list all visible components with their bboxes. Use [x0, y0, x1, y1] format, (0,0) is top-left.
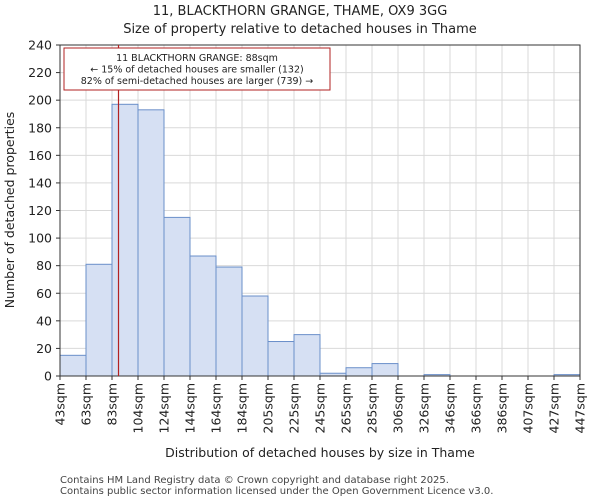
- footer-line-2: Contains public sector information licen…: [60, 486, 493, 497]
- histogram-bar: [371, 363, 399, 377]
- x-tick-label: 427sqm: [547, 383, 562, 433]
- histogram-bar: [137, 109, 165, 377]
- y-tick-label: 20: [36, 341, 52, 356]
- x-tick-label: 83sqm: [105, 383, 120, 426]
- x-axis-label: Distribution of detached houses by size …: [165, 445, 475, 460]
- y-tick-label: 0: [44, 369, 52, 384]
- x-tick-label: 225sqm: [287, 383, 302, 433]
- histogram-bar: [111, 103, 139, 377]
- x-tick-label: 164sqm: [209, 383, 224, 433]
- y-tick-label: 40: [36, 313, 52, 328]
- chart-subtitle: Size of property relative to detached ho…: [123, 22, 477, 37]
- y-tick-label: 100: [28, 231, 52, 246]
- annotation-line-3: 82% of semi-detached houses are larger (…: [81, 76, 314, 87]
- histogram-bar: [85, 263, 113, 377]
- y-tick-label: 80: [36, 258, 52, 273]
- x-tick-label: 306sqm: [391, 383, 406, 433]
- x-tick-label: 124sqm: [157, 383, 172, 433]
- chart-title: 11, BLACKTHORN GRANGE, THAME, OX9 3GG: [153, 4, 448, 19]
- x-tick-label: 245sqm: [313, 383, 328, 433]
- histogram-bar: [293, 334, 321, 377]
- x-tick-label: 407sqm: [521, 383, 536, 433]
- x-tick-label: 63sqm: [79, 383, 94, 426]
- x-tick-label: 43sqm: [53, 383, 68, 426]
- histogram-bar: [215, 266, 243, 377]
- histogram-bar: [345, 367, 373, 377]
- x-tick-label: 346sqm: [443, 383, 458, 433]
- x-tick-label: 265sqm: [339, 383, 354, 433]
- y-axis-label: Number of detached properties: [2, 112, 17, 309]
- y-tick-label: 220: [28, 65, 52, 80]
- annotation-line-1: 11 BLACKTHORN GRANGE: 88sqm: [116, 53, 278, 64]
- y-tick-label: 60: [36, 286, 52, 301]
- y-tick-label: 240: [28, 38, 52, 53]
- x-tick-label: 205sqm: [261, 383, 276, 433]
- plot-frame: [59, 44, 581, 377]
- x-tick-label: 144sqm: [183, 383, 198, 433]
- annotation-box: 11 BLACKTHORN GRANGE: 88sqm ← 15% of det…: [63, 47, 331, 91]
- x-tick-label: 326sqm: [417, 383, 432, 433]
- x-tick-label: 366sqm: [469, 383, 484, 433]
- x-tick-label: 104sqm: [131, 383, 146, 433]
- y-tick-label: 180: [28, 120, 52, 135]
- x-tick-label: 447sqm: [573, 383, 588, 433]
- bars: [59, 103, 581, 377]
- x-tick-label: 184sqm: [235, 383, 250, 433]
- annotation-line-2: ← 15% of detached houses are smaller (13…: [90, 65, 303, 76]
- histogram-bar: [267, 341, 295, 377]
- y-tick-label: 160: [28, 148, 52, 163]
- y-axis-ticks: 0 20 40 60 80 100 120 140 160 180 200 220 240: [28, 38, 60, 384]
- x-tick-label: 285sqm: [365, 383, 380, 433]
- y-tick-label: 140: [28, 175, 52, 190]
- y-tick-label: 200: [28, 93, 52, 108]
- footer-line-1: Contains HM Land Registry data © Crown c…: [60, 475, 449, 486]
- histogram-bar: [189, 255, 217, 377]
- x-tick-label: 386sqm: [495, 383, 510, 433]
- x-axis-ticks: 43sqm 63sqm 83sqm 104sqm 124sqm 144sqm 164sqm 1…: [53, 376, 588, 433]
- histogram-bar: [59, 354, 87, 377]
- histogram-bar: [241, 295, 269, 377]
- histogram-bar: [163, 216, 191, 377]
- y-tick-label: 120: [28, 203, 52, 218]
- annotation-frame: [63, 47, 331, 91]
- gridlines: [59, 44, 581, 377]
